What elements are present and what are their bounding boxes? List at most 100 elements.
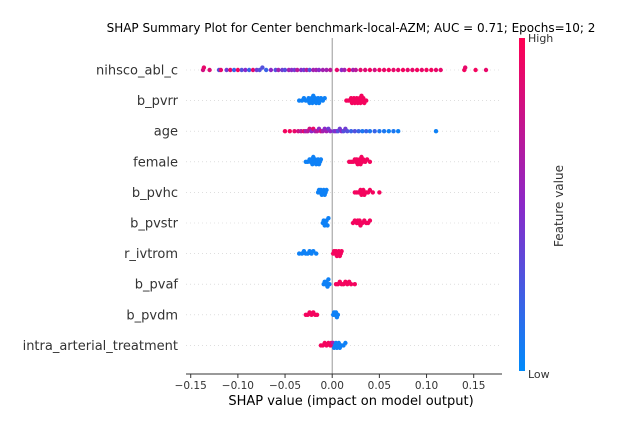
data-point	[314, 251, 318, 255]
data-point	[377, 190, 381, 194]
data-point	[377, 68, 381, 72]
data-point	[324, 68, 328, 72]
x-tick-label: 0.00	[321, 380, 344, 392]
data-point	[202, 65, 206, 69]
data-point	[324, 188, 328, 192]
chart-title: SHAP Summary Plot for Center benchmark-l…	[107, 21, 596, 35]
feature-label: b_pvaf	[135, 278, 179, 293]
colorbar-low-label: Low	[528, 368, 550, 381]
data-point	[326, 277, 330, 281]
data-point	[434, 129, 438, 133]
row-grid	[186, 70, 502, 345]
data-point	[292, 129, 296, 133]
data-point	[382, 129, 386, 133]
colorbar-title: Feature value	[552, 165, 566, 247]
data-point	[434, 68, 438, 72]
data-point	[358, 68, 362, 72]
data-point	[410, 68, 414, 72]
data-point	[327, 282, 331, 286]
data-point	[473, 68, 477, 72]
data-point	[232, 68, 236, 72]
data-point	[328, 129, 332, 133]
data-point	[439, 68, 443, 72]
data-point	[420, 68, 424, 72]
feature-label: b_pvrr	[137, 94, 179, 109]
feature-label: female	[133, 155, 178, 170]
data-point	[463, 65, 467, 69]
data-point	[354, 68, 358, 72]
x-tick-label: −0.05	[269, 380, 301, 392]
x-axis-ticks: −0.15 −0.10 −0.05 0.00 0.05 0.10 0.15	[175, 374, 486, 392]
feature-label: r_ivtrom	[124, 247, 178, 262]
data-point	[345, 129, 349, 133]
data-point	[360, 129, 364, 133]
data-point	[228, 68, 232, 72]
x-axis-label: SHAP value (impact on model output)	[228, 394, 473, 409]
data-point	[264, 68, 268, 72]
data-point	[368, 218, 372, 222]
data-point	[353, 129, 357, 133]
x-tick-label: 0.10	[415, 380, 438, 392]
feature-label: nihsco_abl_c	[96, 64, 178, 79]
colorbar	[519, 38, 525, 371]
data-points	[201, 65, 488, 350]
data-point	[387, 68, 391, 72]
data-point	[339, 249, 343, 253]
data-point	[368, 129, 372, 133]
feature-label: intra_arterial_treatment	[23, 339, 178, 354]
feature-label: b_pvdm	[126, 308, 178, 323]
data-point	[396, 68, 400, 72]
x-tick-label: 0.05	[368, 380, 391, 392]
data-point	[363, 68, 367, 72]
colorbar-high-label: High	[528, 32, 553, 45]
data-point	[342, 68, 346, 72]
data-point	[356, 129, 360, 133]
data-point	[391, 129, 395, 133]
data-point	[387, 129, 391, 133]
data-point	[406, 68, 410, 72]
data-point	[326, 216, 330, 220]
data-point	[276, 68, 280, 72]
data-point	[347, 68, 351, 72]
data-point	[368, 68, 372, 72]
data-point	[219, 68, 223, 72]
data-point	[373, 129, 377, 133]
data-point	[295, 68, 299, 72]
data-point	[269, 68, 273, 72]
data-point	[415, 68, 419, 72]
data-point	[317, 68, 321, 72]
data-point	[368, 160, 372, 164]
data-point	[283, 129, 287, 133]
data-point	[335, 68, 339, 72]
feature-label: age	[154, 125, 178, 140]
data-point	[343, 341, 347, 345]
data-point	[207, 68, 211, 72]
data-point	[382, 68, 386, 72]
x-tick-label: −0.10	[222, 380, 254, 392]
data-point	[319, 157, 323, 161]
data-point	[260, 65, 264, 69]
data-point	[283, 68, 287, 72]
feature-label: b_pvstr	[130, 217, 179, 232]
data-point	[328, 68, 332, 72]
data-point	[323, 96, 327, 100]
data-point	[401, 68, 405, 72]
data-point	[288, 129, 292, 133]
data-point	[371, 190, 375, 194]
data-point	[429, 68, 433, 72]
data-point	[243, 68, 247, 72]
x-tick-label: −0.15	[175, 380, 207, 392]
data-point	[424, 68, 428, 72]
data-point	[336, 313, 340, 317]
data-point	[236, 68, 240, 72]
x-tick-label: 0.15	[462, 380, 485, 392]
data-point	[364, 98, 368, 102]
data-point	[315, 313, 319, 317]
feature-label: b_pvhc	[132, 186, 178, 201]
data-point	[396, 129, 400, 133]
data-point	[325, 223, 329, 227]
data-point	[484, 68, 488, 72]
data-point	[373, 68, 377, 72]
